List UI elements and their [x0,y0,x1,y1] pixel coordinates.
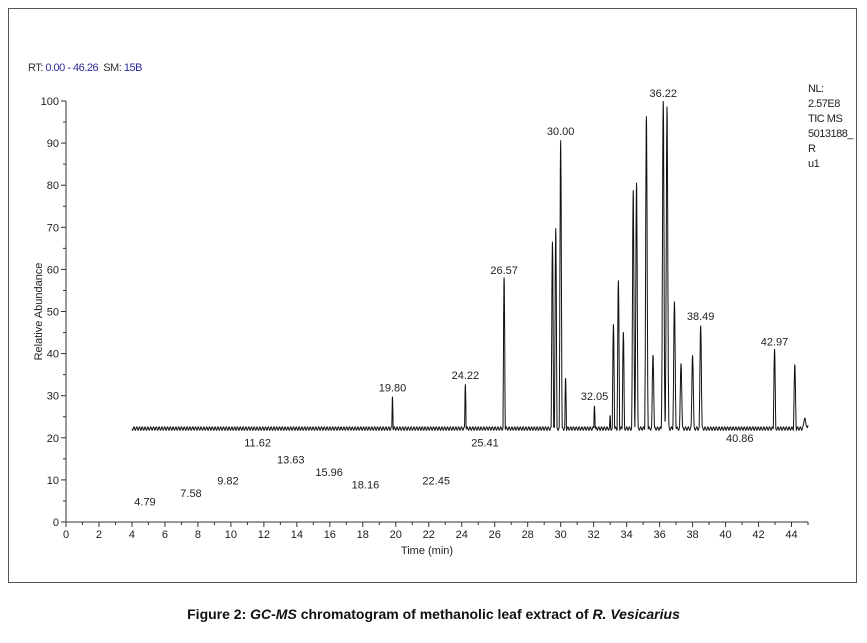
peak-label: 19.80 [379,383,407,395]
sample-id-suffix: u1 [808,158,820,170]
tic-ms-label: TIC MS [808,113,843,125]
figure-caption: Figure 2: GC-MS chromatogram of methanol… [0,606,867,622]
y-tick-label: 80 [47,180,59,192]
sm-label: SM: [103,62,122,74]
caption-prefix: Figure 2: [187,606,251,622]
nl-label: NL: [808,83,824,95]
rt-range-header: RT: 0.00 - 46.26 SM: 15B [28,62,142,74]
x-tick-label: 38 [686,529,698,541]
y-tick-label: 90 [47,138,59,150]
x-tick-label: 8 [195,529,201,541]
peak-label: 15.96 [315,467,343,479]
peak-label: 32.05 [581,391,609,403]
tic-trace [131,100,809,432]
scan-info: NL: 2.57E8 TIC MS 5013188_R u1 [808,82,853,172]
sm-value: 15B [123,62,143,74]
x-tick-label: 42 [752,529,764,541]
sample-id: 5013188_R [808,128,853,155]
caption-species: R. Vesicarius [592,606,680,622]
y-tick-label: 40 [47,349,59,361]
y-tick-label: 100 [41,96,59,108]
chart-frame [8,8,857,583]
x-tick-label: 2 [96,529,102,541]
x-tick-label: 16 [324,529,336,541]
peak-label: 22.45 [422,475,450,487]
y-tick-label: 10 [47,475,59,487]
x-tick-label: 30 [555,529,567,541]
x-tick-label: 44 [785,529,797,541]
rt-label: RT: [28,62,43,74]
x-tick-label: 14 [291,529,303,541]
peak-label: 36.22 [649,88,677,100]
peak-label: 11.62 [244,437,271,449]
x-tick-label: 20 [390,529,402,541]
x-tick-label: 34 [620,529,632,541]
x-tick-label: 12 [258,529,270,541]
x-tick-label: 18 [357,529,369,541]
caption-method: GC-MS [250,606,297,622]
peak-label: 9.82 [217,475,238,487]
y-tick-label: 20 [47,433,59,445]
peak-label: 18.16 [352,480,380,492]
y-tick-label: 0 [53,517,59,529]
x-tick-label: 40 [719,529,731,541]
x-tick-label: 24 [456,529,468,541]
y-tick-label: 70 [47,222,59,234]
peak-label: 26.57 [490,265,518,277]
x-tick-label: 4 [129,529,135,541]
peak-label: 24.22 [452,370,480,382]
peak-label: 7.58 [180,488,201,500]
peak-label: 25.41 [471,437,499,449]
rt-value: 0.00 - 46.26 [45,62,99,74]
x-tick-label: 6 [162,529,168,541]
x-tick-label: 26 [489,529,501,541]
y-tick-label: 60 [47,264,59,276]
peak-label: 30.00 [547,126,575,138]
x-tick-label: 28 [522,529,534,541]
y-tick-label: 30 [47,391,59,403]
y-axis-label: Relative Abundance [33,263,45,361]
y-tick-label: 50 [47,307,59,319]
caption-middle: chromatogram of methanolic leaf extract … [296,606,593,622]
x-axis-label: Time (min) [401,545,453,557]
nl-value: 2.57E8 [808,98,840,110]
peak-label: 13.63 [277,454,305,466]
peak-label: 4.79 [134,496,155,508]
x-tick-label: 10 [225,529,237,541]
peak-label: 40.86 [726,433,754,445]
x-tick-label: 36 [653,529,665,541]
x-tick-label: 0 [63,529,69,541]
peak-label: 38.49 [687,311,715,323]
x-tick-label: 22 [423,529,435,541]
peak-label: 42.97 [761,336,789,348]
chromatogram-chart: 0 2 4 6 8 10 12 14 16 18 20 22 24 26 28 30 32 34 36 38 40 42 4… [33,88,809,557]
x-tick-label: 32 [588,529,600,541]
